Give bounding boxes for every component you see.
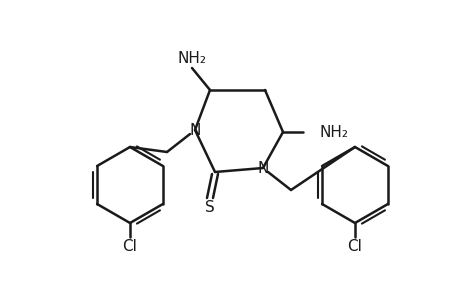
Text: Cl: Cl: [347, 239, 362, 254]
Text: N: N: [189, 122, 200, 137]
Text: NH₂: NH₂: [319, 124, 348, 140]
Text: Cl: Cl: [122, 239, 137, 254]
Text: S: S: [205, 200, 214, 215]
Text: NH₂: NH₂: [177, 50, 206, 65]
Text: N: N: [257, 160, 268, 175]
